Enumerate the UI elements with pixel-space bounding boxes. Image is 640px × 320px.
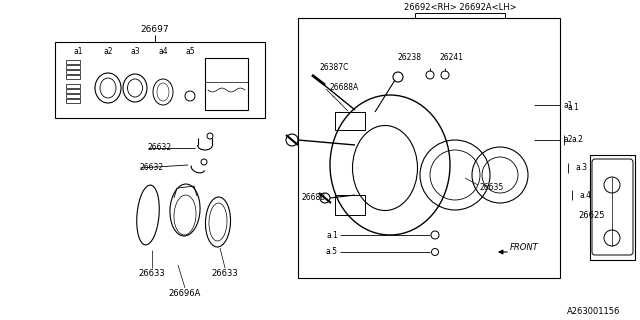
Bar [66,75,80,79]
Text: 26692<RH> 26692A<LH>: 26692<RH> 26692A<LH> [404,4,516,12]
Text: 26688A: 26688A [330,84,359,92]
Text: A263001156: A263001156 [566,308,620,316]
Bar [66,89,80,93]
Text: 26238: 26238 [398,53,422,62]
Text: 26633: 26633 [212,268,238,277]
Bar [66,65,80,69]
Text: a2: a2 [564,135,573,145]
Bar [66,94,80,98]
Text: a5: a5 [185,46,195,55]
Text: FRONT: FRONT [510,244,539,252]
Bar [205,58,248,110]
Bar [335,195,365,215]
Bar [66,70,80,74]
Bar [66,84,80,88]
Text: 26697: 26697 [141,26,170,35]
Text: a1: a1 [73,46,83,55]
Text: a.3: a.3 [576,164,588,172]
Text: a.1: a.1 [326,230,338,239]
Bar [590,155,635,260]
Bar [298,18,560,278]
Text: a.4: a.4 [580,190,592,199]
Text: a.5: a.5 [326,247,338,257]
Bar [335,112,365,130]
Text: a.2: a.2 [572,135,584,145]
Text: 26625: 26625 [578,211,605,220]
Text: a3: a3 [130,46,140,55]
Text: 26633: 26633 [139,268,165,277]
Bar [66,99,80,103]
Text: 26696A: 26696A [169,289,201,298]
Text: a4: a4 [158,46,168,55]
Ellipse shape [353,125,417,211]
Text: 26688: 26688 [302,194,326,203]
Text: a2: a2 [103,46,113,55]
Text: 26632: 26632 [148,143,172,153]
Text: 26241: 26241 [440,53,464,62]
Text: 26387C: 26387C [320,63,349,73]
Text: a1: a1 [564,100,573,109]
Text: 26635: 26635 [480,183,504,193]
Text: 26632: 26632 [140,164,164,172]
Bar [66,60,80,64]
Text: a.1: a.1 [568,103,580,113]
Bar [55,42,265,118]
